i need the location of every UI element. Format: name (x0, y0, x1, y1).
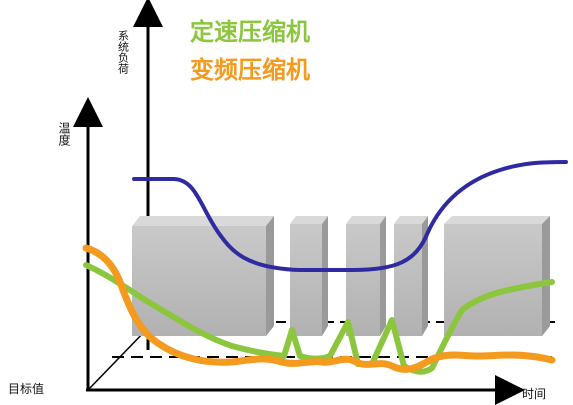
floor-diagonal (87, 327, 149, 391)
temperature-label: 温度 (57, 122, 71, 146)
load-block (132, 216, 274, 336)
legend-fixed-speed: 定速压缩机 (190, 18, 310, 46)
load-block (394, 216, 428, 336)
load-block (290, 216, 328, 336)
system-load-curve (132, 160, 568, 272)
load-blocks (132, 216, 550, 336)
time-label: 时间 (522, 387, 546, 401)
fixed-speed-curve (83, 262, 555, 375)
load-block (346, 216, 386, 336)
variable-speed-curve (82, 244, 556, 373)
system-load-label: 系统负荷 (117, 30, 130, 75)
target-value-label: 目标值 (8, 381, 44, 396)
legend-variable-speed: 变频压缩机 (190, 56, 310, 84)
